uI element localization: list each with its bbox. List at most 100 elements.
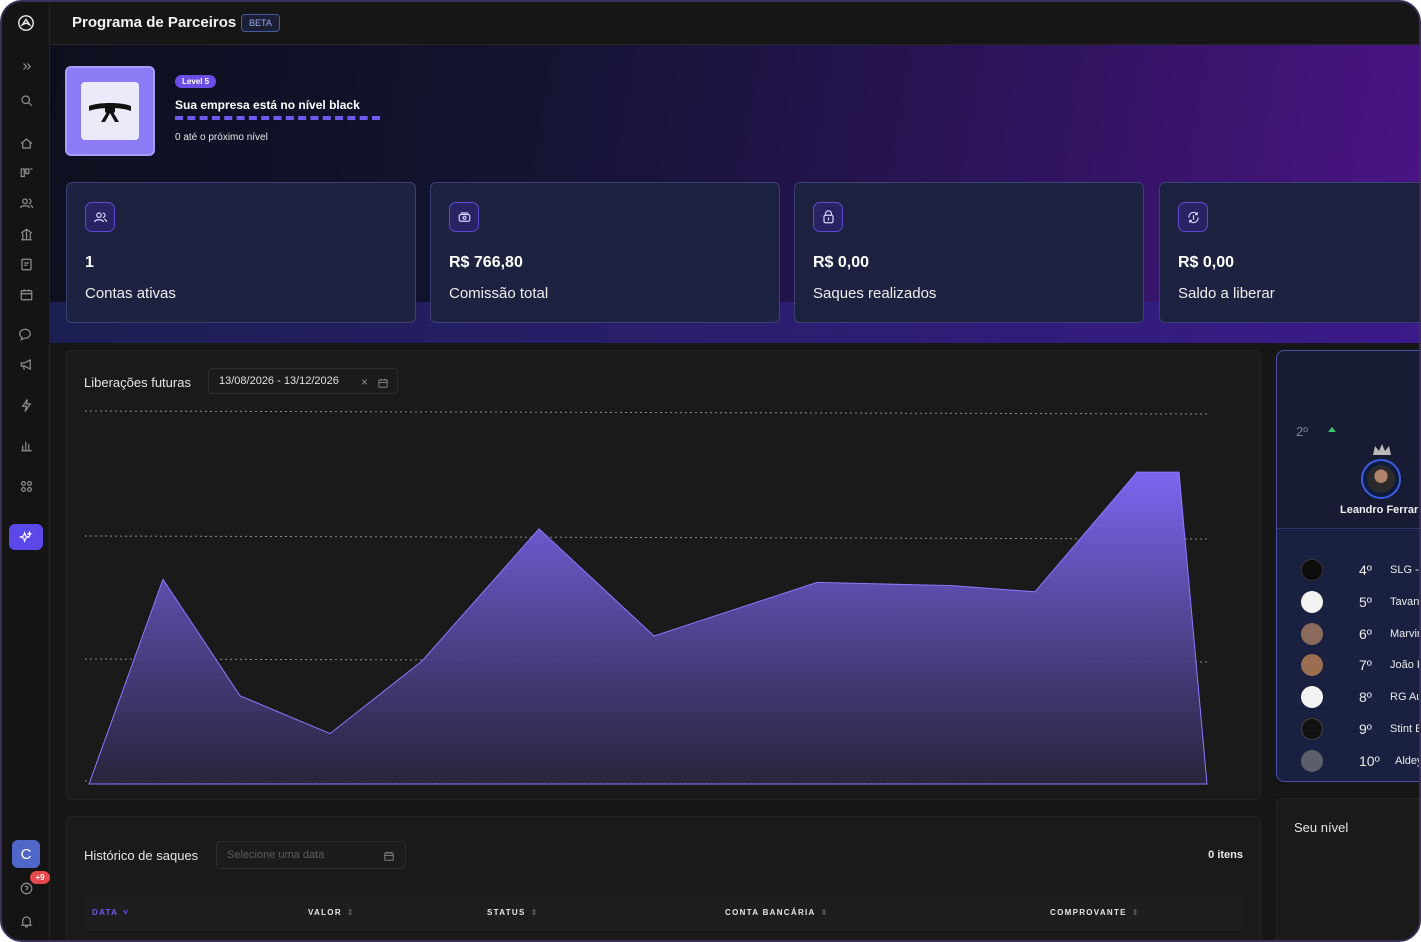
level-pill: Level 5 [175, 75, 217, 88]
rank-position: 8º [1359, 689, 1372, 705]
ranking-row[interactable]: 4º SLG - S [1301, 559, 1419, 581]
ranking-row[interactable]: 5º Tavan [1301, 591, 1420, 613]
rank-up-icon [1328, 427, 1336, 432]
stat-label: Contas ativas [85, 285, 176, 302]
rank-name: Tavan [1390, 596, 1420, 608]
rank-position: 4º [1359, 562, 1372, 578]
ranking-row[interactable]: 6º Marvin [1301, 623, 1421, 645]
rank-name: João R [1390, 659, 1419, 671]
ranking-row[interactable]: 9º Stint E [1301, 718, 1421, 740]
history-title: Histórico de saques [84, 848, 199, 863]
avatar [1301, 654, 1323, 676]
withdrawal-history-panel: Histórico de saques Selecione uma data 0… [66, 816, 1261, 940]
rank-position: 9º [1359, 721, 1372, 737]
logo-icon[interactable] [16, 13, 36, 33]
user-avatar[interactable]: C [12, 840, 40, 868]
ranking-row[interactable]: 7º João R [1301, 654, 1419, 676]
your-level-panel: Seu nível [1276, 798, 1419, 940]
column-header-conta-bancaria[interactable]: CONTA BANCÁRIA ⇕ [725, 908, 829, 917]
grid-line [84, 535, 1210, 540]
rank-name: Marvin [1390, 628, 1421, 640]
calendar-icon[interactable] [383, 849, 395, 867]
bell-icon[interactable] [16, 911, 36, 931]
ranking-row[interactable]: 10º Aldey [1301, 750, 1421, 772]
sidebar: C +9 [2, 2, 50, 940]
crown-icon [1373, 444, 1391, 455]
black-belt-icon [89, 103, 131, 122]
rank-name: Stint E [1390, 723, 1421, 735]
money-icon [449, 202, 479, 232]
rank-position: 7º [1359, 657, 1372, 673]
receipt-icon[interactable] [16, 254, 36, 274]
rank-name: SLG - S [1390, 564, 1419, 576]
rank-position: 10º [1359, 753, 1380, 769]
refresh-money-icon [1178, 202, 1208, 232]
expand-icon[interactable] [16, 56, 36, 76]
home-icon[interactable] [16, 133, 36, 153]
items-count: 0 itens [1208, 849, 1243, 861]
column-header-valor[interactable]: VALOR ⇕ [308, 908, 355, 917]
users-icon [85, 202, 115, 232]
wallet-icon [813, 202, 843, 232]
level-title: Sua empresa está no nível black [175, 98, 360, 112]
avatar [1301, 686, 1323, 708]
level-progress-bar [175, 116, 380, 120]
kanban-icon[interactable] [16, 163, 36, 183]
stat-label: Saldo a liberar [1178, 285, 1275, 302]
avatar [1301, 559, 1323, 581]
stat-card-saldo-a-liberar: R$ 0,00 Saldo a liberar [1159, 182, 1419, 323]
stat-label: Saques realizados [813, 285, 937, 302]
stat-value: R$ 766,80 [449, 254, 523, 271]
beta-badge: BETA [241, 14, 280, 32]
stat-card-saques-realizados: R$ 0,00 Saques realizados [794, 182, 1144, 323]
stat-value: R$ 0,00 [813, 254, 870, 271]
bank-icon[interactable] [16, 224, 36, 244]
ranking-podium: 2º Leandro Ferrari [1277, 351, 1421, 529]
avatar [1301, 591, 1323, 613]
chat-icon[interactable] [16, 324, 36, 344]
grid-line [84, 410, 1210, 415]
chart-icon[interactable] [16, 435, 36, 455]
sparkles-icon[interactable] [9, 524, 43, 550]
level-badge-image [65, 66, 155, 156]
column-header-data[interactable]: DATA ˅ [92, 908, 130, 917]
avatar [1301, 623, 1323, 645]
level-next-text: 0 até o próximo nível [175, 132, 268, 143]
area-chart [84, 410, 1210, 785]
column-header-status[interactable]: STATUS ⇕ [487, 908, 539, 917]
date-range-input[interactable]: 13/08/2026 - 13/12/2026 [208, 368, 398, 394]
history-date-input[interactable]: Selecione uma data [216, 841, 406, 869]
avatar [1301, 718, 1323, 740]
calendar-icon[interactable] [16, 284, 36, 304]
top-bar: Programa de Parceiros BETA [50, 2, 1419, 45]
page-title: Programa de Parceiros [72, 14, 237, 31]
chart-title: Liberações futuras [84, 375, 191, 390]
future-releases-panel: Liberações futuras 13/08/2026 - 13/12/20… [66, 350, 1261, 800]
megaphone-icon[interactable] [16, 354, 36, 374]
stat-value: R$ 0,00 [1178, 254, 1235, 271]
rank-name: Aldey [1395, 755, 1421, 767]
chart-area [88, 471, 1208, 785]
rank-position: 5º [1359, 594, 1372, 610]
stat-card-comissao-total: R$ 766,80 Comissão total [430, 182, 780, 323]
calendar-icon[interactable] [377, 376, 389, 388]
podium-avatar [1361, 459, 1401, 499]
avatar [1301, 750, 1323, 772]
users-icon[interactable] [16, 193, 36, 213]
stat-label: Comissão total [449, 285, 549, 302]
podium-position: 2º [1296, 424, 1308, 439]
podium-name: Leandro Ferrari [1340, 504, 1421, 516]
rank-name: RG Aut [1390, 691, 1419, 703]
help-icon[interactable] [16, 878, 36, 898]
clear-icon[interactable]: × [361, 375, 369, 389]
column-header-comprovante[interactable]: COMPROVANTE ⇕ [1050, 908, 1140, 917]
rank-position: 6º [1359, 626, 1372, 642]
ranking-panel: 2º Leandro Ferrari 4º SLG - S 5º Tavan 6… [1276, 350, 1421, 782]
ranking-row[interactable]: 8º RG Aut [1301, 686, 1419, 708]
search-icon[interactable] [16, 90, 36, 110]
apps-icon[interactable] [16, 476, 36, 496]
bolt-icon[interactable] [16, 395, 36, 415]
stat-card-contas-ativas: 1 Contas ativas [66, 182, 416, 323]
stat-value: 1 [85, 254, 94, 271]
